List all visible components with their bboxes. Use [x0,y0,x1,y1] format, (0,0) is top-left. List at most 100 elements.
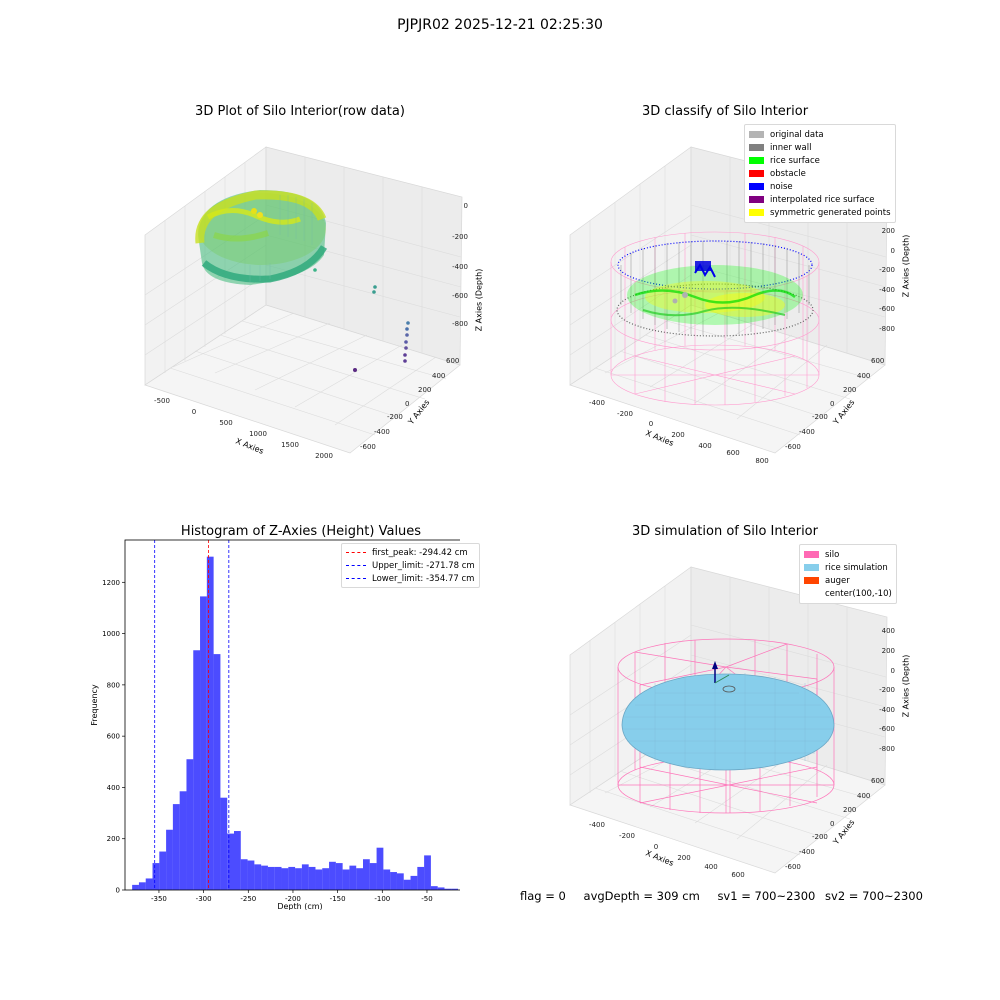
histogram-bar [403,879,411,890]
histogram-x-ticks: -350-300-250-200-150-100-500 [151,890,433,903]
swatch [749,144,764,151]
raw-3d-plot[interactable]: -500 0 500 1000 1500 2000 X Axies 600 40… [130,135,470,475]
svg-text:500: 500 [219,419,232,427]
svg-text:400: 400 [698,442,711,450]
svg-text:200: 200 [843,386,856,394]
histogram-bar [430,886,438,890]
simulation-y-ticks: 600 400 200 0 -200 -400 -600 [785,777,884,871]
svg-text:2000: 2000 [315,452,333,460]
raw-z-ticks: 0 -200 -400 -600 -800 [452,202,468,328]
svg-text:-400: -400 [374,428,390,436]
y-tick-label: 0 [116,887,120,895]
histogram-bar [424,855,431,890]
sv1-text: sv1 = 700~2300 [717,889,816,903]
svg-text:600: 600 [871,357,884,365]
svg-text:-400: -400 [589,399,605,407]
classify-inner-wall [616,240,814,337]
histogram-bar [138,882,146,890]
simulation-3d-plot[interactable]: -400 -200 0 200 400 600 X Axies 600 400 … [555,555,895,895]
svg-text:0: 0 [830,820,834,828]
legend-item-original-data: original data [749,128,891,141]
histogram-bar [247,860,255,890]
histogram-chart[interactable]: -350 -300 -250 -200 -150 -100 -50 0 0 200 400 600 8… [80,530,460,910]
simulation-plot-title: 3D simulation of Silo Interior [632,524,818,539]
histogram-bar [349,865,357,890]
classify-3d-plot[interactable]: -400 -200 0 200 400 600 800 X Axies 600 … [555,135,895,475]
classify-y-ticks: 600 400 200 0 -200 -400 -600 [785,357,884,451]
svg-text:-600: -600 [785,443,801,451]
histogram-bar [308,866,316,890]
x-tick-label: -150 [330,895,346,903]
histogram-bar [267,866,275,890]
legend-item-upper-limit: Upper_limit: -271.78 cm [346,559,475,572]
svg-text:1500: 1500 [281,441,299,449]
svg-text:1000: 1000 [249,430,267,438]
histogram-bar [444,888,452,890]
swatch [749,183,764,190]
simulation-z-label: Z Axies (Depth) [901,654,911,718]
histogram-bar [451,888,459,890]
svg-text:0: 0 [464,202,468,210]
sv2-text: sv2 = 700~2300 [825,889,923,903]
swatch [804,590,819,597]
legend-item-interpolated: interpolated rice surface [749,193,891,206]
svg-text:400: 400 [432,372,445,380]
svg-text:-400: -400 [799,428,815,436]
histogram-bar [254,864,262,890]
histogram-bar [342,869,350,890]
swatch [804,551,819,558]
histogram-bar [193,650,201,890]
svg-text:600: 600 [731,871,744,879]
histogram-bar [410,875,418,890]
histogram-frame [124,539,460,891]
histogram-bar [396,873,404,890]
histogram-bar [315,869,323,890]
classify-z-label: Z Axies (Depth) [901,234,911,298]
histogram-bar [206,556,214,890]
histogram-bar [274,866,282,890]
svg-text:400: 400 [857,792,870,800]
svg-text:0: 0 [192,408,196,416]
x-tick-label: -100 [374,895,390,903]
svg-text:600: 600 [726,449,739,457]
y-tick-label: 800 [107,681,120,689]
histogram-vlines [154,540,230,890]
swatch [804,577,819,584]
legend-item-noise: noise [749,180,891,193]
svg-text:-800: -800 [452,320,468,328]
legend-item-rice-simulation: rice simulation [804,561,892,574]
x-tick-label: -250 [240,895,256,903]
svg-text:200: 200 [882,227,895,235]
svg-text:0: 0 [654,843,658,851]
y-tick-label: 200 [107,835,120,843]
histogram-bars [132,556,459,890]
figure-title: PJPJR02 2025-12-21 02:25:30 [397,17,603,33]
histogram-bar [200,596,207,890]
histogram-bar [227,833,234,890]
y-tick-label: 600 [107,733,120,741]
svg-text:-200: -200 [387,413,403,421]
histogram-bar [166,829,173,890]
svg-text:-600: -600 [360,443,376,451]
swatch [749,157,764,164]
svg-text:-200: -200 [452,233,468,241]
svg-text:400: 400 [704,863,717,871]
histogram-bar [301,864,309,890]
svg-text:200: 200 [671,431,684,439]
histogram-bar [240,859,248,890]
raw-plot-title: 3D Plot of Silo Interior(row data) [195,104,405,119]
histogram-bar [186,759,194,890]
classify-legend: original data inner wall rice surface ob… [744,124,896,223]
svg-text:-200: -200 [879,266,895,274]
y-tick-label: 400 [107,784,120,792]
svg-text:-800: -800 [879,325,895,333]
histogram-bar [179,791,187,890]
svg-text:400: 400 [882,627,895,635]
histogram-bar [383,869,391,890]
avg-depth-text: avgDepth = 309 cm [583,889,700,903]
simulation-x-label: X Axies [644,849,675,868]
x-tick-label: -300 [196,895,212,903]
raw-x-ticks: -500 0 500 1000 1500 2000 [154,397,333,460]
classify-plot-title: 3D classify of Silo Interior [641,104,809,119]
raw-y-ticks: 600 400 200 0 -200 -400 -600 [360,357,459,451]
